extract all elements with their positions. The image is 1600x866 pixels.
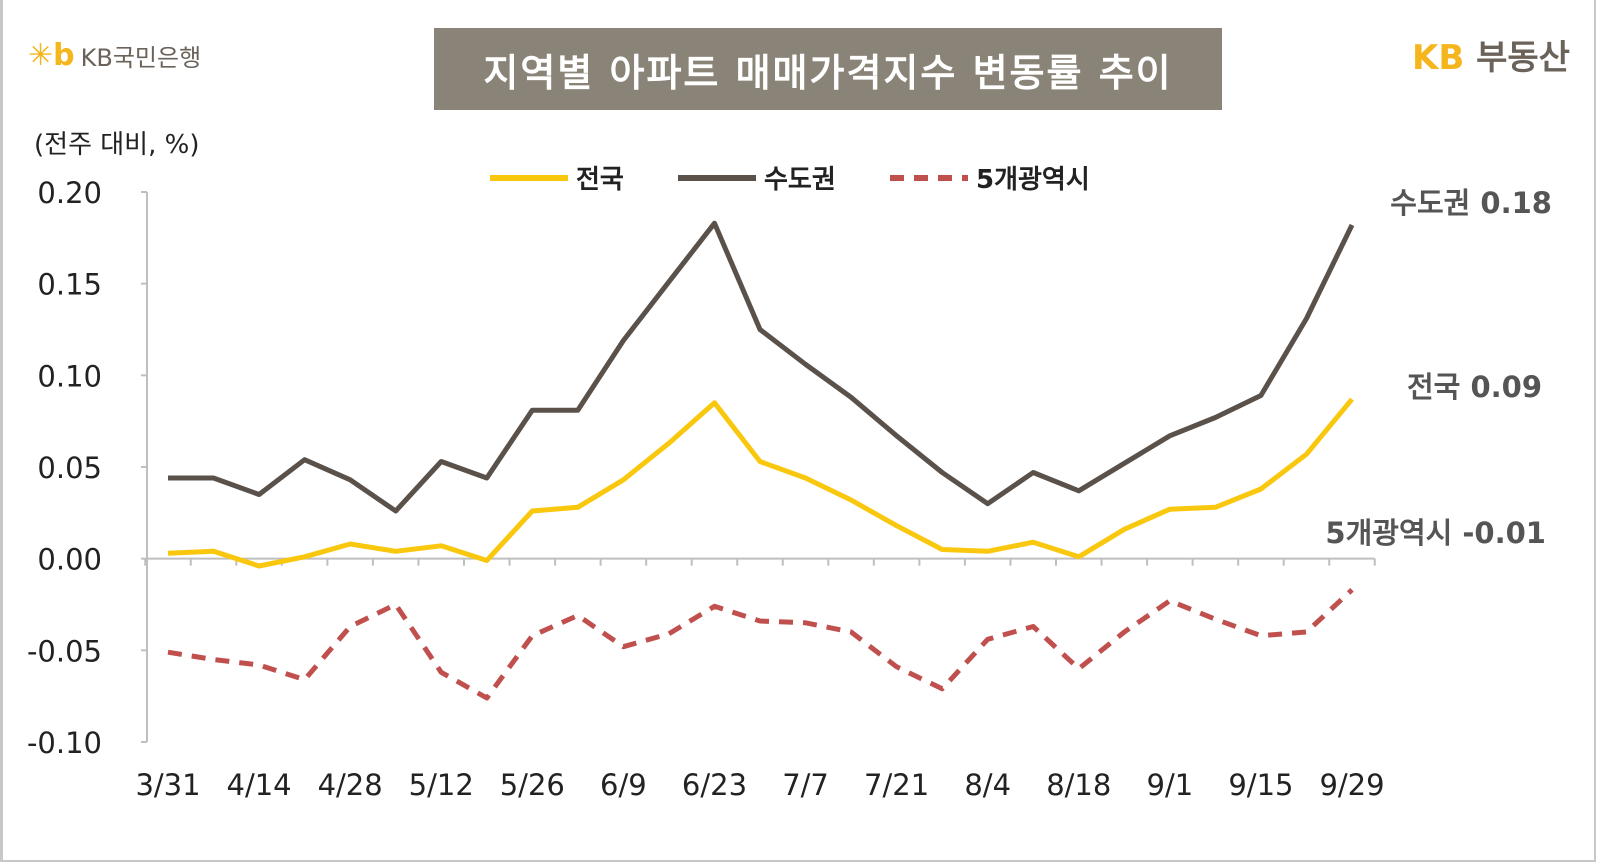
y-tick-label: 0.00 [37, 543, 102, 577]
x-tick-label: 5/12 [409, 768, 474, 802]
x-tick-label: 3/31 [135, 768, 200, 802]
y-tick-label: 0.15 [37, 268, 102, 302]
x-tick-label: 8/18 [1046, 768, 1111, 802]
series-line-2 [167, 587, 1354, 701]
x-tick-label: 6/9 [600, 768, 647, 802]
legend-label: 5개광역시 [976, 165, 1090, 195]
end-label: 전국 0.09 [1407, 370, 1542, 404]
kb-star-icon: ✳b [28, 38, 75, 73]
y-tick-label: 0.20 [37, 176, 102, 210]
end-label: 수도권 0.18 [1390, 186, 1552, 220]
series-line-0 [167, 397, 1354, 569]
x-tick-label: 8/4 [964, 768, 1011, 802]
kb-realestate-logo: KB 부동산 [1412, 30, 1570, 79]
y-tick-label: -0.10 [27, 726, 102, 760]
x-tick-label: 7/7 [782, 768, 829, 802]
x-tick-label: 7/21 [864, 768, 929, 802]
x-tick-label: 4/14 [227, 768, 292, 802]
x-tick-label: 6/23 [682, 768, 747, 802]
legend-label: 수도권 [764, 165, 836, 195]
x-tick-label: 4/28 [318, 768, 383, 802]
logo-text: 부동산 [1476, 38, 1570, 78]
x-tick-label: 9/1 [1147, 768, 1194, 802]
kb-bank-logo: ✳b KB국민은행 [28, 38, 201, 73]
y-tick-label: 0.10 [37, 359, 102, 393]
y-axis-unit: (전주 대비, %) [34, 130, 200, 160]
y-tick-label: 0.05 [37, 451, 102, 485]
chart-title: 지역별 아파트 매매가격지수 변동률 추이 [434, 28, 1222, 110]
x-tick-label: 9/29 [1319, 768, 1384, 802]
x-tick-label: 5/26 [500, 768, 565, 802]
kb-bank-logo-text: KB국민은행 [80, 44, 202, 72]
y-tick-label: -0.05 [27, 634, 102, 668]
legend-label: 전국 [576, 165, 624, 195]
end-label: 5개광역시 -0.01 [1325, 516, 1546, 550]
series-line-1 [168, 220, 1355, 514]
logo-kb: KB [1412, 38, 1465, 78]
x-tick-label: 9/15 [1228, 768, 1293, 802]
